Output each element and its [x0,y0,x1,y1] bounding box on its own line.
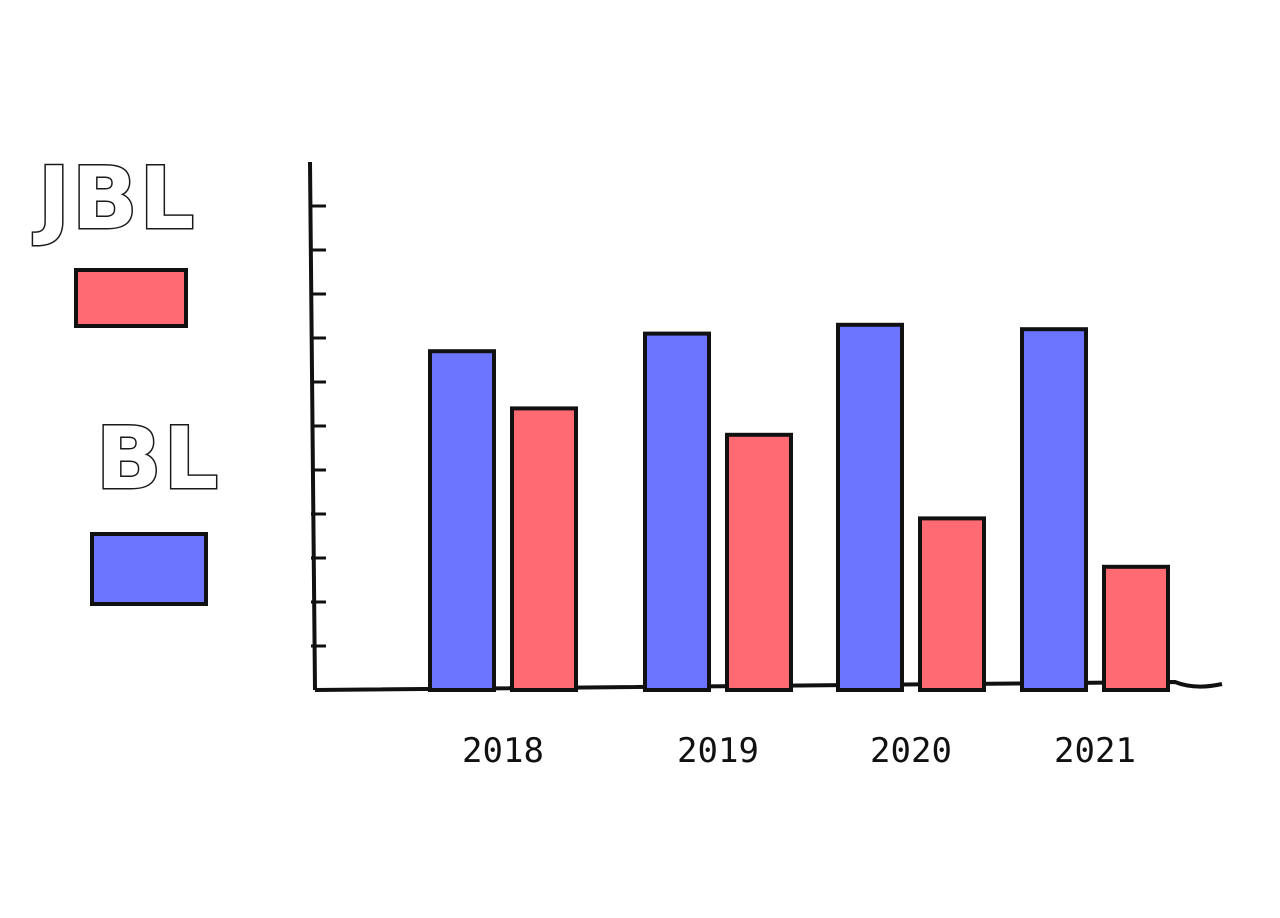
y-axis-ticks [311,204,326,648]
x-tick-label-2020: 2020 [870,731,952,771]
bar-bl-2019 [643,331,711,692]
x-tick-label-2018: 2018 [462,731,544,771]
bar-jbl-2020 [918,516,986,693]
y-axis [308,161,317,691]
legend-label-jbl: JBL [33,149,196,249]
bar-jbl-2021 [1102,564,1170,692]
bar-jbl-2019 [725,432,793,692]
legend-swatch-jbl [74,268,188,328]
x-tick-label-2019: 2019 [677,731,759,771]
legend-label-bl: BL [96,409,220,509]
legend-swatch-bl [90,532,208,606]
bar-bl-2021 [1020,327,1088,692]
bar-bl-2018 [428,349,496,692]
x-tick-label-2021: 2021 [1054,731,1136,771]
x-axis-tick-labels: 2018 2019 2020 2021 [462,731,1136,771]
legend: JBL BL [32,148,220,606]
bar-jbl-2018 [510,406,578,692]
bars [428,322,1170,693]
bar-bl-2020 [836,322,904,692]
